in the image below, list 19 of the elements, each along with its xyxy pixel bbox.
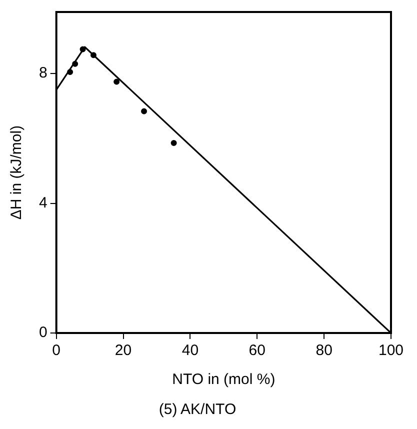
y-tick-label: 0 <box>39 324 48 342</box>
point <box>114 78 120 85</box>
y-tick-label: 4 <box>39 194 48 212</box>
point <box>72 60 78 67</box>
point <box>67 68 74 75</box>
x-axis-title: NTO in (mol %) <box>172 371 276 388</box>
x-tick-label: 0 <box>52 342 61 360</box>
x-tick-label: 40 <box>182 342 199 360</box>
x-tick-label: 60 <box>248 342 266 360</box>
point <box>90 52 96 58</box>
y-axis-title: ΔH in (kJ/mol) <box>8 125 26 220</box>
point <box>170 140 177 146</box>
x-tick-label: 100 <box>378 342 404 360</box>
point <box>80 46 86 52</box>
text: (5) AK/NTO <box>158 401 236 418</box>
y-tick-label: 8 <box>39 64 48 82</box>
x-tick-label: 80 <box>316 342 332 360</box>
x-tick-label: 20 <box>114 342 132 360</box>
point <box>141 108 148 114</box>
